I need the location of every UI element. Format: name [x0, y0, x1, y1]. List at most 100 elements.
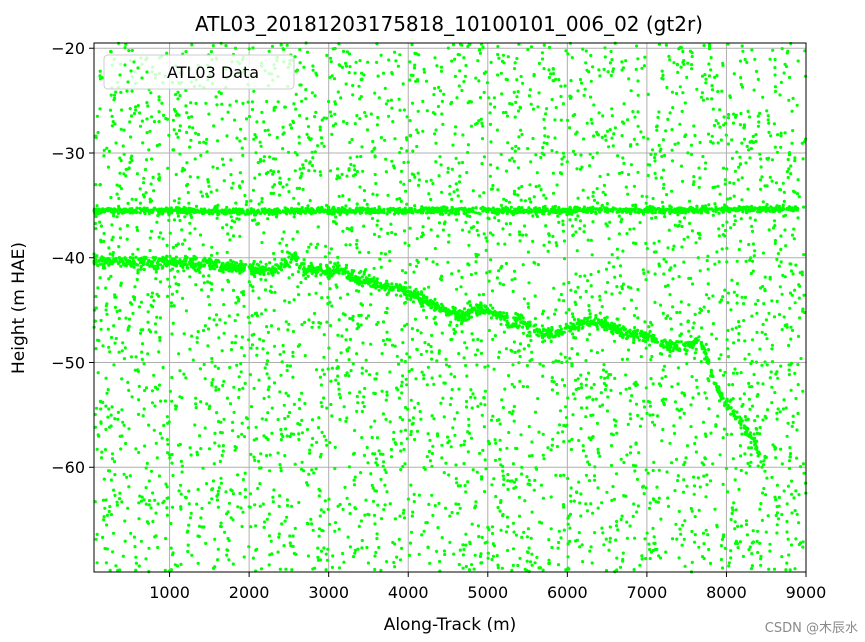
- data-point: [713, 75, 717, 79]
- data-point: [408, 60, 412, 64]
- data-point: [739, 454, 743, 458]
- data-point: [609, 49, 613, 54]
- data-point: [252, 386, 256, 390]
- data-point: [530, 510, 534, 514]
- data-point: [788, 262, 792, 266]
- data-point: [507, 200, 511, 204]
- data-point: [725, 167, 729, 171]
- data-point: [427, 285, 431, 289]
- data-point: [262, 525, 266, 530]
- data-point: [357, 325, 361, 329]
- data-point: [491, 337, 495, 341]
- data-point: [792, 496, 796, 500]
- data-point: [416, 328, 420, 332]
- data-point: [212, 318, 216, 322]
- data-point: [253, 218, 257, 222]
- data-point: [547, 561, 551, 566]
- data-point: [237, 297, 241, 301]
- data-point: [188, 175, 192, 179]
- data-point: [120, 408, 124, 412]
- data-point: [514, 100, 518, 104]
- data-point: [260, 110, 264, 114]
- data-point: [194, 396, 198, 400]
- data-point: [157, 120, 161, 124]
- data-point: [733, 478, 737, 482]
- data-point: [754, 426, 758, 431]
- data-point: [541, 568, 545, 572]
- data-point: [796, 59, 800, 63]
- data-point: [300, 171, 304, 176]
- data-point: [704, 528, 708, 532]
- data-point: [165, 294, 170, 298]
- data-point: [788, 568, 792, 572]
- data-point: [447, 233, 451, 237]
- data-point: [188, 275, 192, 279]
- data-point: [651, 196, 655, 201]
- data-point: [568, 126, 572, 130]
- data-point: [319, 452, 323, 456]
- data-point: [174, 407, 178, 411]
- data-point: [628, 451, 633, 455]
- data-point: [664, 260, 668, 264]
- data-point: [98, 74, 102, 78]
- data-point: [288, 541, 292, 545]
- data-point: [490, 525, 495, 529]
- data-point: [215, 498, 219, 502]
- data-point: [633, 203, 638, 207]
- data-point: [529, 102, 533, 106]
- data-point: [690, 63, 694, 67]
- data-point: [326, 295, 330, 299]
- data-point: [618, 264, 623, 268]
- data-point: [326, 367, 330, 371]
- data-point: [123, 46, 127, 50]
- data-point: [316, 546, 320, 550]
- data-point: [209, 190, 213, 194]
- data-point: [644, 468, 648, 472]
- data-point: [557, 220, 561, 224]
- data-point: [551, 79, 555, 83]
- data-point: [171, 473, 175, 478]
- data-point: [260, 417, 264, 421]
- data-point: [777, 495, 782, 500]
- data-point: [696, 476, 700, 480]
- data-point: [170, 399, 174, 403]
- data-point: [166, 421, 170, 425]
- data-point: [135, 172, 139, 176]
- data-point: [124, 316, 128, 320]
- data-point: [416, 131, 420, 135]
- data-point: [719, 298, 724, 302]
- data-point: [741, 402, 745, 407]
- data-point: [147, 499, 152, 503]
- data-point: [361, 341, 365, 345]
- data-point: [267, 563, 271, 567]
- data-point: [386, 231, 390, 235]
- data-point: [319, 401, 323, 405]
- data-point: [379, 452, 383, 456]
- data-point: [608, 540, 612, 544]
- data-point: [538, 566, 543, 570]
- data-point: [333, 466, 337, 471]
- data-point: [393, 542, 397, 546]
- data-point: [104, 308, 108, 312]
- data-point: [375, 123, 379, 127]
- data-point: [297, 293, 301, 297]
- data-point: [641, 485, 645, 489]
- data-point: [526, 250, 531, 254]
- data-point: [331, 47, 335, 51]
- data-point: [149, 506, 153, 510]
- data-point: [164, 536, 168, 541]
- data-point: [263, 366, 267, 370]
- data-point: [168, 231, 172, 235]
- data-point: [783, 228, 787, 232]
- data-point: [383, 86, 387, 90]
- data-point: [188, 347, 192, 351]
- data-point: [733, 520, 737, 524]
- data-point: [515, 95, 519, 99]
- data-point: [251, 285, 255, 289]
- data-point: [612, 497, 617, 501]
- data-point: [619, 517, 623, 522]
- data-point: [585, 338, 589, 342]
- data-point: [187, 247, 192, 251]
- data-point: [348, 391, 352, 395]
- data-point: [260, 240, 264, 245]
